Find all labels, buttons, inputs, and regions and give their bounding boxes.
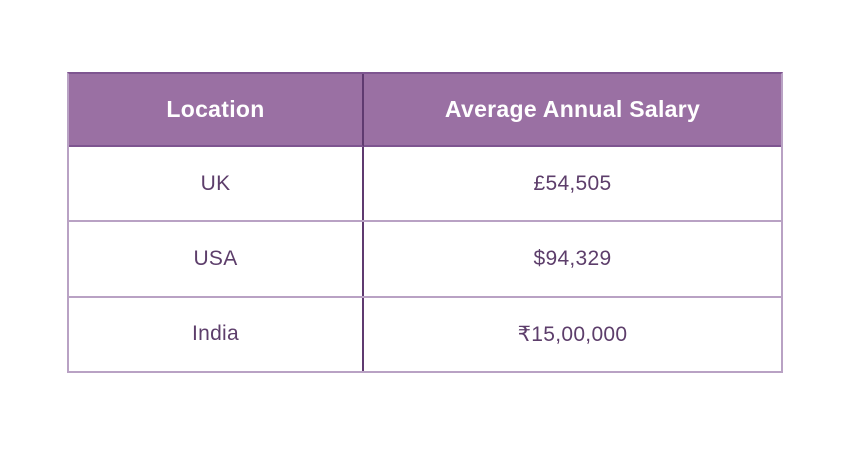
salary-cell: £54,505 bbox=[533, 171, 612, 195]
table-row-uk: UK £54,505 bbox=[69, 147, 781, 221]
salary-table: Location Average Annual Salary UK £54,50… bbox=[67, 72, 783, 373]
table-header-row: Location Average Annual Salary bbox=[69, 74, 781, 147]
location-cell: UK bbox=[69, 147, 364, 221]
column-header-average-annual-salary: Average Annual Salary bbox=[364, 74, 781, 147]
location-cell: India bbox=[69, 297, 364, 371]
salary-cell: $94,329 bbox=[533, 246, 612, 270]
salary-cell: ₹15,00,000 bbox=[517, 322, 628, 346]
table-row-india: India ₹15,00,000 bbox=[69, 295, 781, 371]
column-header-location: Location bbox=[69, 74, 364, 147]
location-cell: USA bbox=[69, 222, 364, 296]
table-row-usa: USA $94,329 bbox=[69, 220, 781, 296]
